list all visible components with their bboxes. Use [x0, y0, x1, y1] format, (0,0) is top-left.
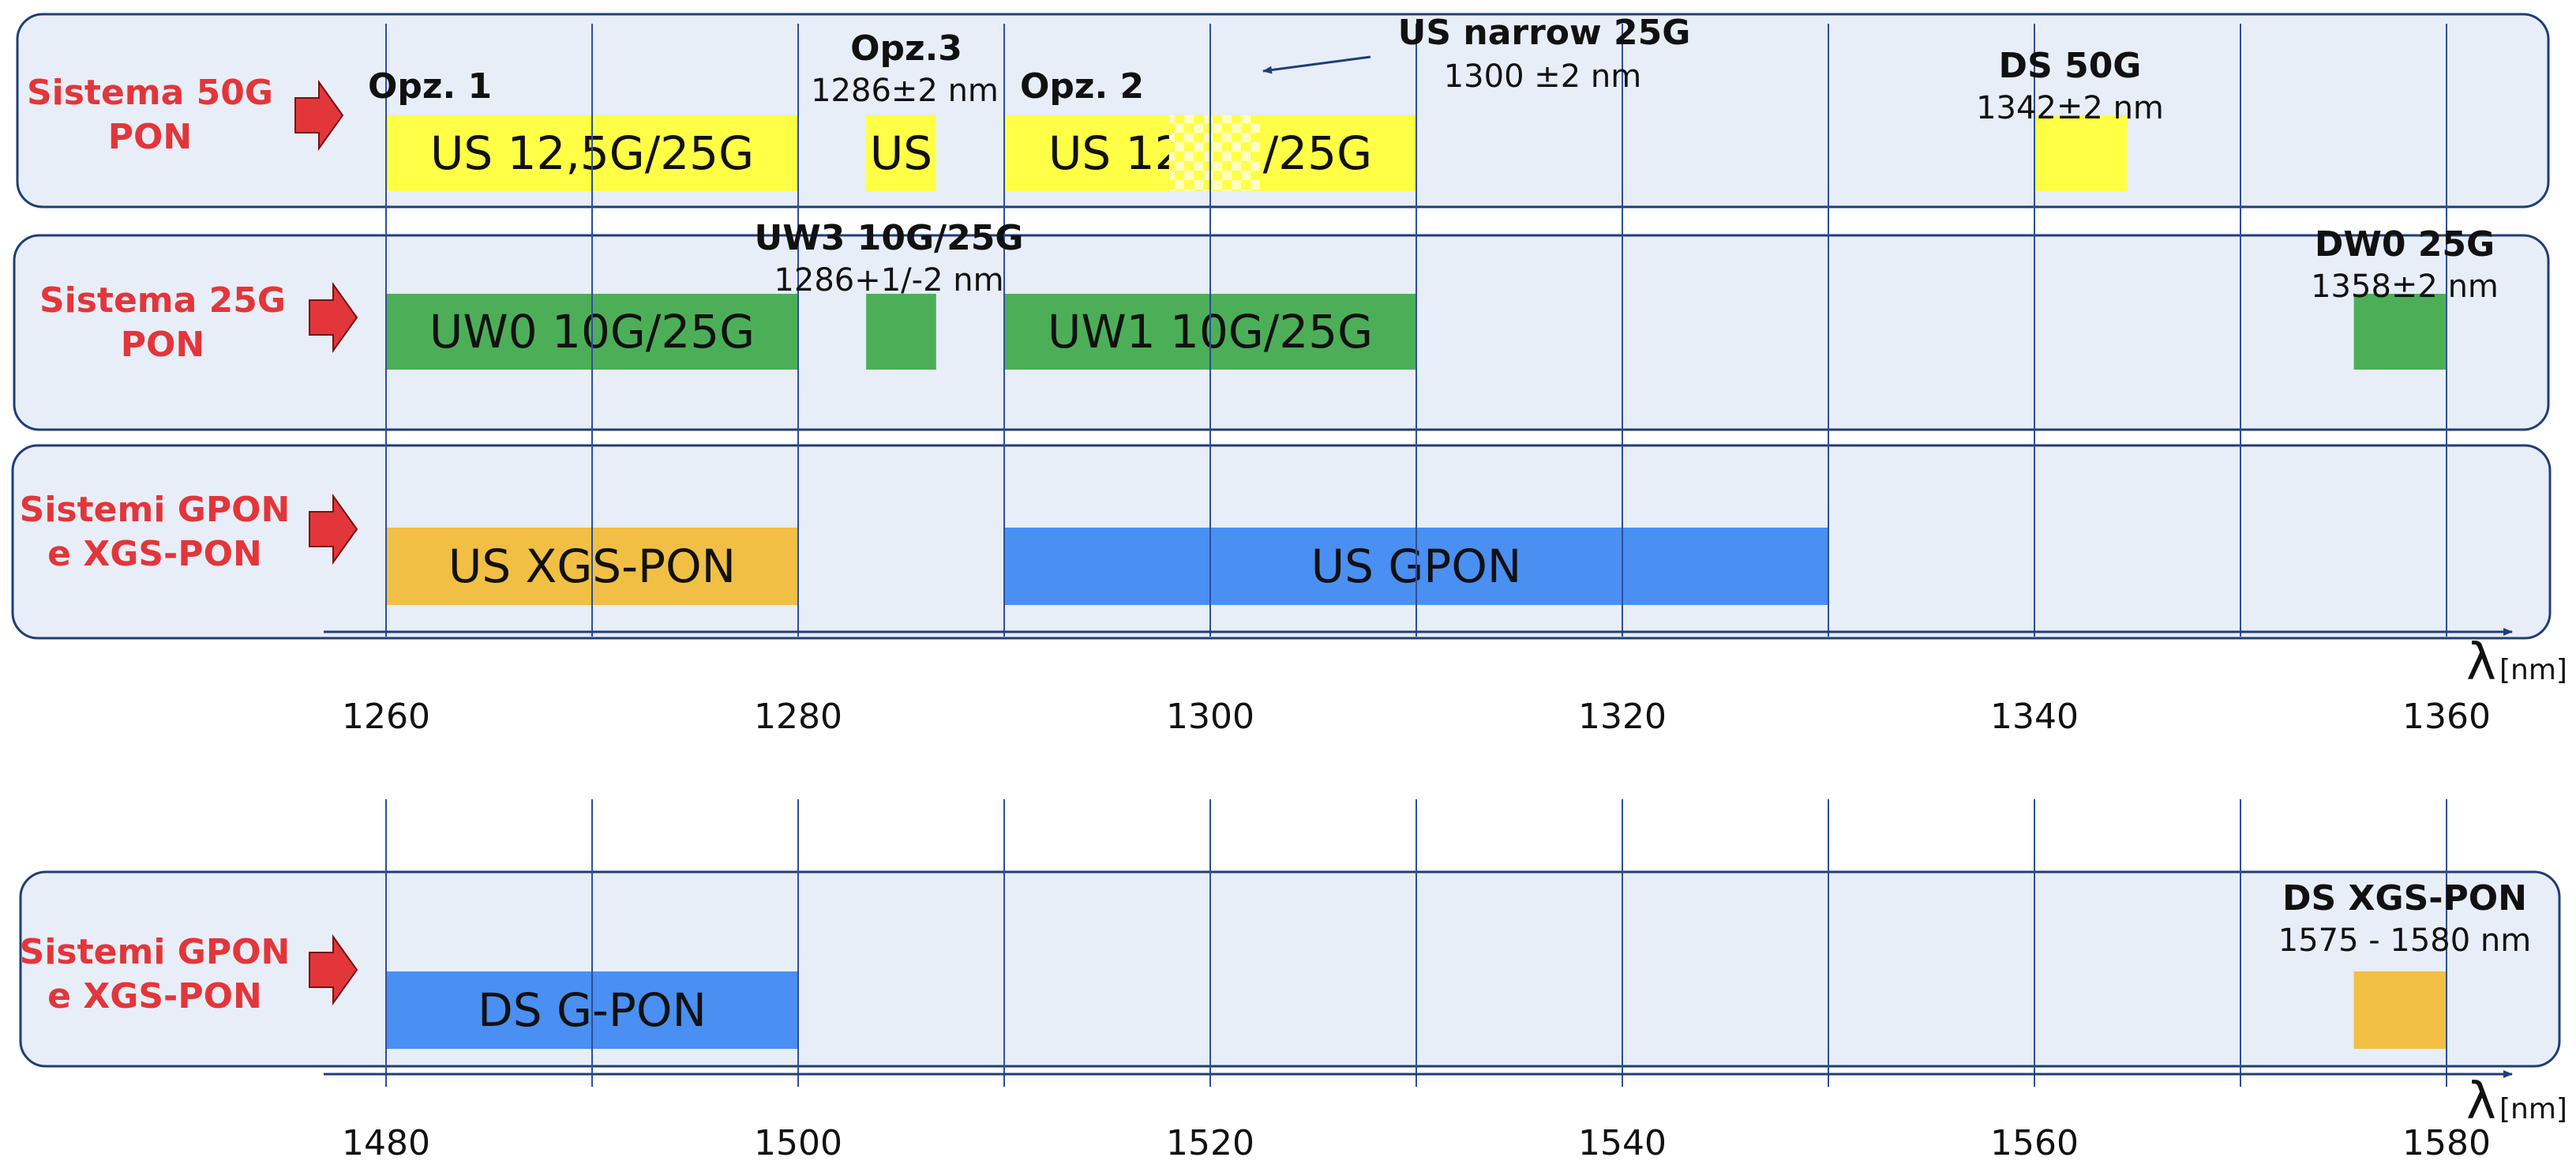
annotation-ds-xgspon-sub: 1575 - 1580 nm: [2278, 922, 2532, 959]
axis-unit-label: [nm]: [2499, 1093, 2567, 1125]
axis-lambda-symbol: λ: [2466, 633, 2496, 692]
tick-label: 1360: [2402, 697, 2491, 737]
annotation-dw0-sub: 1358±2 nm: [2311, 269, 2499, 305]
wavelength-bar-0-4: [2034, 115, 2128, 191]
tick-labels-downstream: 1480 1500 1520 1540 1560 1580: [342, 1123, 2491, 1163]
band-label-50g-line1: Sistema 50G: [27, 73, 273, 113]
axis-lambda-symbol: λ: [2466, 1073, 2496, 1131]
tick-label: 1500: [754, 1123, 842, 1163]
arrow-right-icon: [309, 934, 358, 1006]
annotation-us-narrow: US narrow 25G: [1398, 13, 1691, 53]
annotation-dw0: DW0 25G: [2315, 224, 2495, 265]
annotation-us-narrow-sub: 1300 ±2 nm: [1444, 58, 1642, 95]
annotation-opz2: Opz. 2: [1020, 66, 1144, 107]
axis-unit-label: [nm]: [2499, 654, 2567, 686]
tick-labels-upstream: 1260 1280 1300 1320 1340 1360: [342, 697, 2491, 737]
band-label-25g-line2: PON: [121, 325, 204, 365]
band-label-gpon-line2: e XGS-PON: [47, 534, 262, 574]
tick-label: 1580: [2402, 1123, 2491, 1163]
band-label-50g-line2: PON: [108, 117, 192, 157]
wavelength-bar-0-6: [866, 294, 936, 370]
gridlines-downstream: [385, 799, 2447, 1087]
pointer-arrow: [1262, 55, 1371, 74]
annotation-ds50g-sub: 1342±2 nm: [1976, 90, 2164, 126]
wavelength-bar-0-1: [866, 115, 936, 191]
tick-label: 1480: [342, 1123, 430, 1163]
gridlines-upstream: [385, 24, 2447, 637]
annotation-opz3: Opz.3: [850, 28, 962, 69]
band-label-gpon-down-line2: e XGS-PON: [47, 976, 262, 1016]
tick-label: 1560: [1990, 1123, 2079, 1163]
annotation-opz3-sub: 1286±2 nm: [811, 73, 999, 109]
arrow-right-icon: [294, 79, 344, 152]
tick-label: 1520: [1166, 1123, 1254, 1163]
wavelength-bar-0-3: [1168, 115, 1260, 191]
band-label-gpon-down-line1: Sistemi GPON: [20, 932, 291, 972]
annotation-ds-xgspon: DS XGS-PON: [2282, 878, 2527, 919]
annotation-opz1: Opz. 1: [368, 66, 492, 107]
tick-label: 1280: [754, 697, 842, 737]
band-label-25g-line1: Sistema 25G: [39, 280, 286, 321]
band-label-gpon-line1: Sistemi GPON: [20, 490, 291, 530]
tick-label: 1340: [1990, 697, 2079, 737]
panel-downstream: DS G-PON Sistemi GPON e XGS-PON λ [nm] 1…: [19, 799, 2567, 1163]
wavelength-bar-1-1: [2353, 971, 2447, 1049]
tick-label: 1320: [1578, 697, 1667, 737]
annotation-uw3-sub: 1286+1/-2 nm: [774, 262, 1003, 299]
tick-label: 1540: [1578, 1123, 1667, 1163]
tick-label: 1300: [1166, 697, 1254, 737]
tick-label: 1260: [342, 697, 430, 737]
annotation-ds50g: DS 50G: [1999, 46, 2142, 86]
arrow-right-icon: [309, 493, 358, 565]
wavelength-bar-0-8: [2353, 294, 2447, 370]
annotation-uw3: UW3 10G/25G: [755, 218, 1024, 258]
arrow-right-icon: [309, 281, 358, 354]
wavelength-bar-label: US: [870, 126, 932, 180]
